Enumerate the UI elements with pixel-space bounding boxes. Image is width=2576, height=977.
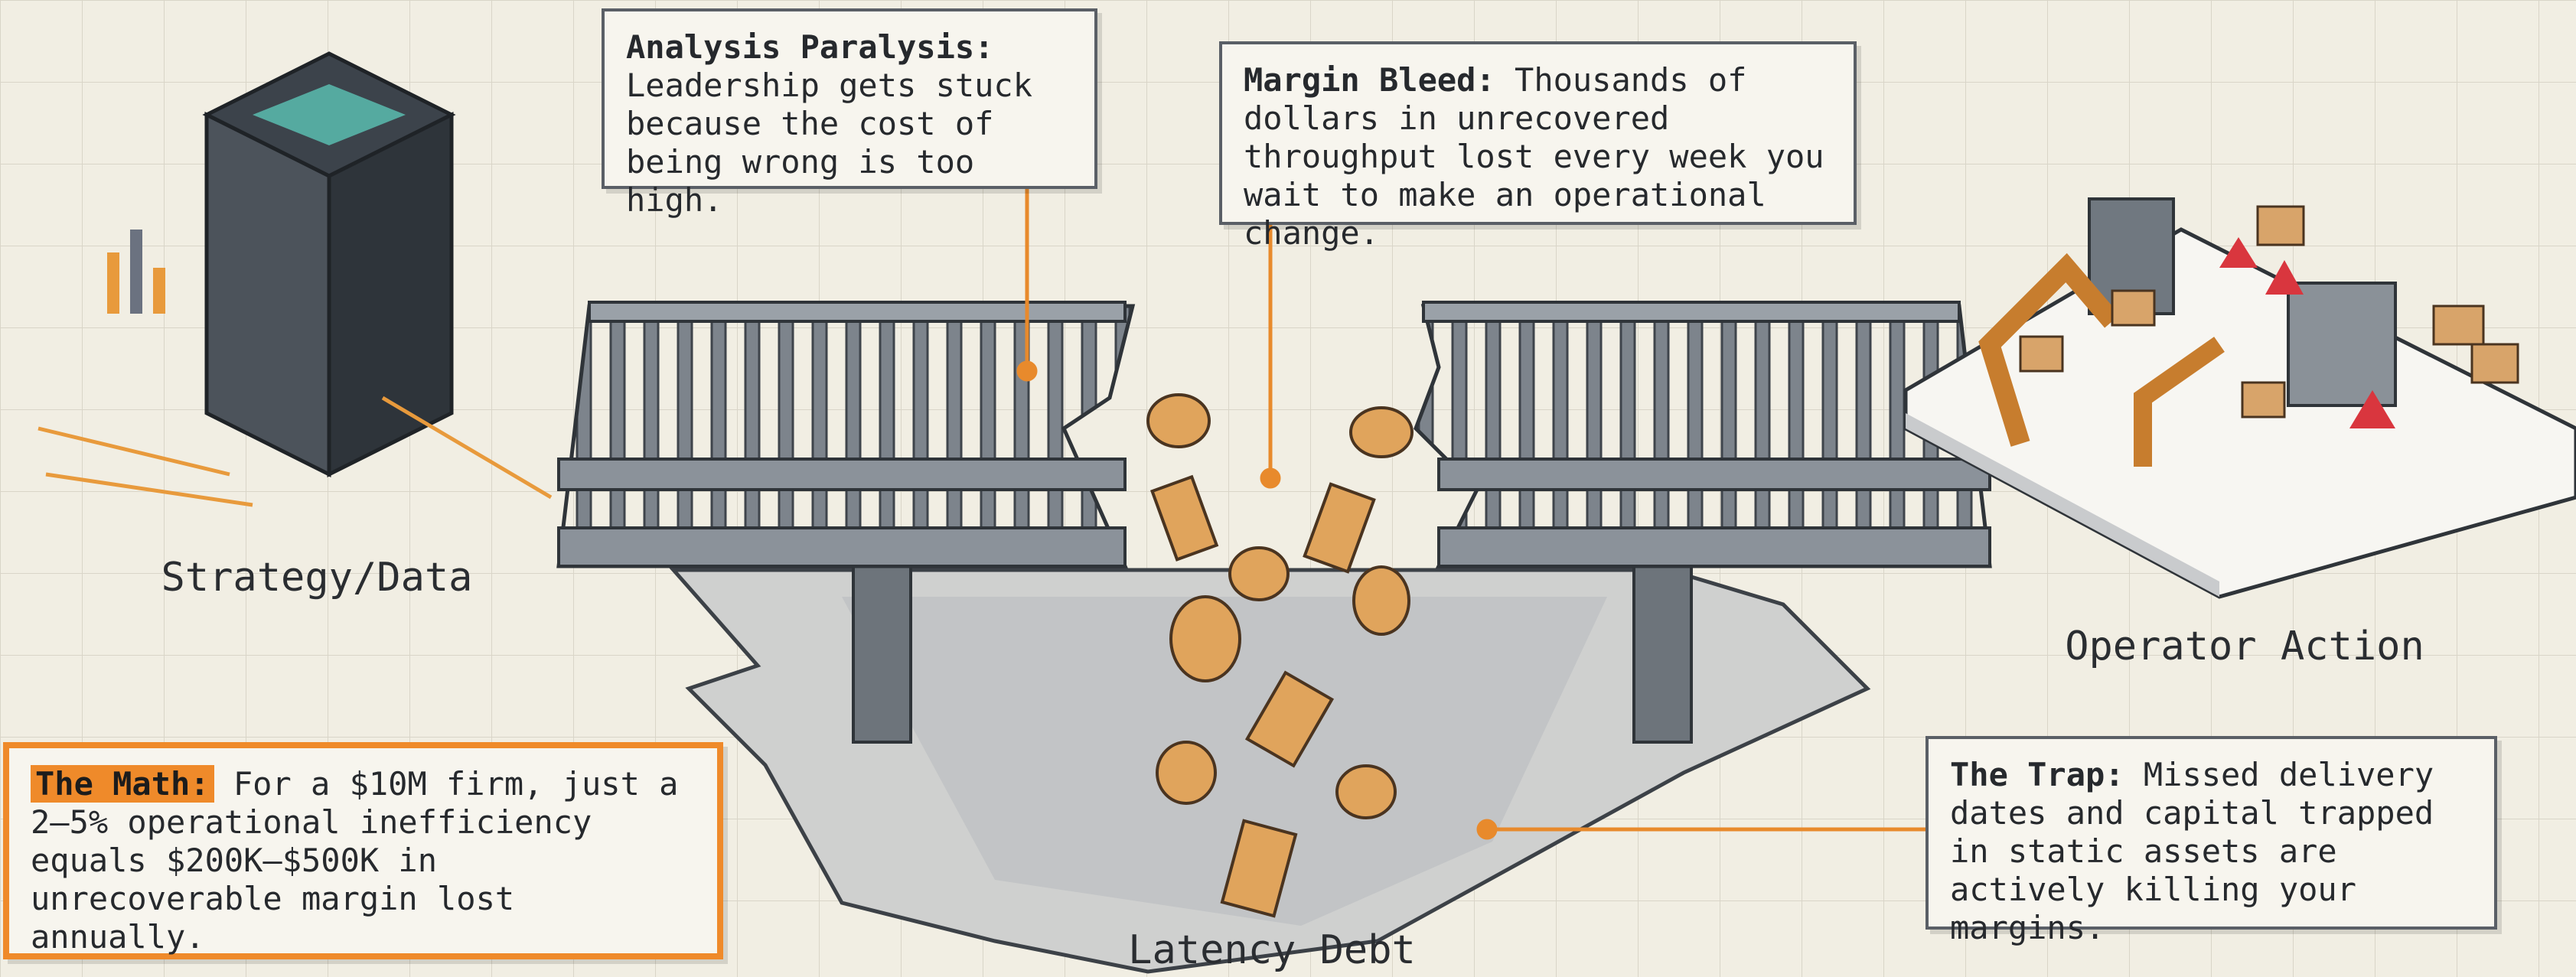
callout-the-math: The Math: For a $10M firm, just a 2–5% o… [3,742,723,959]
infographic: Analysis Paralysis: Leadership gets stuc… [0,0,2576,977]
callout-title: The Trap: [1950,756,2124,793]
callout-title: Margin Bleed: [1244,61,1495,99]
label-strategy: Strategy/Data [161,555,473,601]
callout-margin-bleed: Margin Bleed: Thousands of dollars in un… [1219,41,1857,225]
callout-title: The Math: [31,765,214,803]
label-operator: Operator Action [2065,624,2424,669]
callout-title: Analysis Paralysis: [626,28,993,66]
callout-analysis-paralysis: Analysis Paralysis: Leadership gets stuc… [602,8,1097,189]
label-latency: Latency Debt [1128,927,1416,973]
callout-the-trap: The Trap: Missed delivery dates and capi… [1925,736,2497,930]
